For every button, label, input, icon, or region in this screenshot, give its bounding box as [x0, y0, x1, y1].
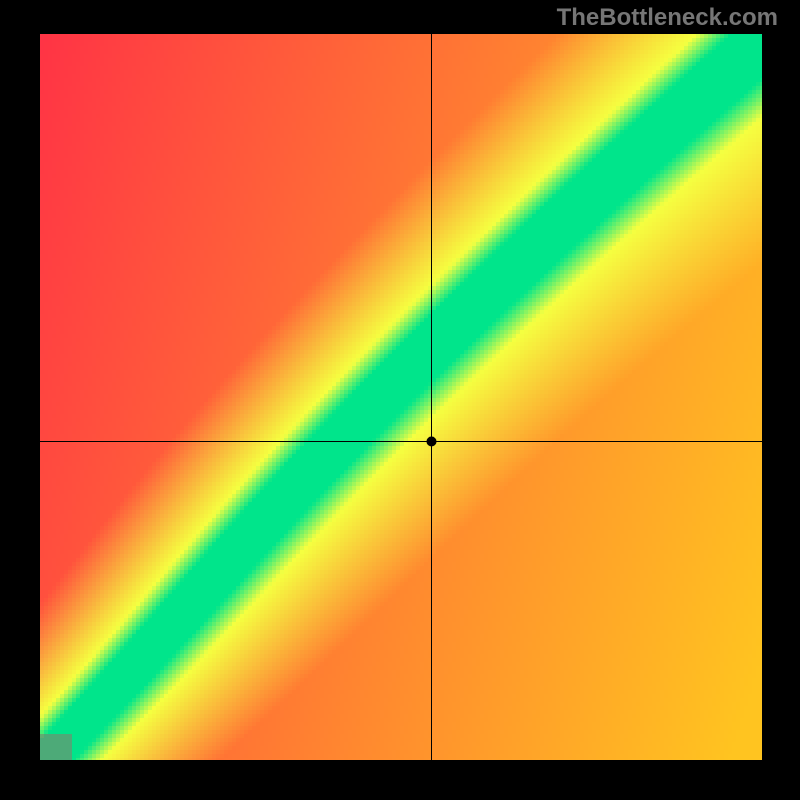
- chart-container: { "watermark": { "text": "TheBottleneck.…: [0, 0, 800, 800]
- watermark-text: TheBottleneck.com: [557, 4, 778, 32]
- bottleneck-heatmap: [40, 34, 762, 760]
